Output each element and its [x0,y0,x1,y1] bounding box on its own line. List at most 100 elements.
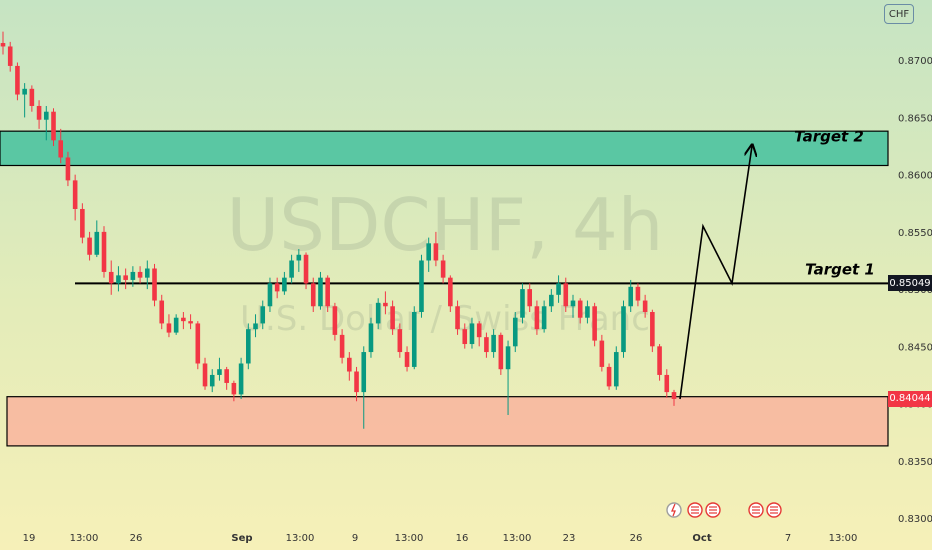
candle-body [159,300,165,324]
candle-body [368,323,374,353]
candle-body [58,140,64,158]
projection-arrow [679,146,752,400]
candle-body [195,323,201,364]
x-tick-label: 16 [456,533,469,544]
candle-body [635,286,641,301]
candle-body [448,277,453,307]
candle-body [383,302,388,307]
candle-body [181,317,186,322]
zone-1 [6,396,889,447]
candle-body [7,46,13,66]
candle-body [22,88,27,95]
candle-body [267,283,273,307]
candle-body [152,268,157,301]
target-2-label: Target 2 [794,128,864,146]
candle-body [426,243,431,261]
candle-body [246,329,251,364]
x-tick-label: 9 [352,533,358,544]
x-tick-label: 26 [630,533,643,544]
x-tick-label: 23 [563,533,576,544]
candle-body [166,323,172,333]
candle-body [570,300,576,307]
candle-body [484,337,489,353]
candle-body [173,317,179,333]
candle-body [145,268,150,278]
candle-body [657,346,662,375]
candle-body [325,277,330,307]
candle-body [642,300,648,312]
candle-body [296,254,302,261]
candle-body [462,329,468,345]
candle-body [628,286,634,307]
candle-body [101,231,107,272]
candle-body [390,306,395,330]
candle-body [94,231,100,255]
candle-body [15,65,20,95]
candle-body [0,43,6,47]
candle-body [231,382,237,395]
candle-body [397,329,403,353]
candle-body [43,111,49,120]
description-watermark: U.S. Dollar / Swiss Franc [240,299,650,339]
candle-body [592,306,597,341]
candle-body [455,306,460,330]
economic-event-icon[interactable] [766,502,782,518]
candle-body [224,369,229,383]
candle-body [310,283,316,307]
candle-body [209,374,215,387]
candle-body [29,88,35,106]
candle-body [527,289,532,307]
candle-body [375,302,381,324]
economic-event-icon[interactable] [748,502,764,518]
x-tick-label: 7 [785,533,791,544]
x-tick-label: 13:00 [503,533,532,544]
candle-body [585,306,590,318]
candle-body [361,352,367,393]
candle-body [260,306,266,324]
candle-body [440,260,446,278]
candle-body [476,323,482,338]
candle-body [72,180,78,209]
x-tick-label: 13:00 [829,533,858,544]
candle-body [613,352,619,387]
candle-body [606,366,612,387]
candle-body [621,306,626,353]
x-tick-label: 26 [130,533,143,544]
candle-body [549,294,554,307]
candle-body [289,260,294,278]
candle-body [347,357,352,372]
x-tick-label: Oct [692,533,711,544]
candle-body [520,289,525,318]
candle-body [36,105,42,120]
target-1-label: Target 1 [805,260,875,278]
candle-body [469,323,475,345]
candle-body [534,306,540,330]
candle-body [577,300,583,318]
economic-event-icon[interactable] [705,502,721,518]
dividend-flash-icon[interactable] [666,502,682,518]
candle-body [419,260,424,312]
candle-body [664,374,670,393]
candle-body [491,334,496,353]
candle-body [354,371,359,393]
candle-body [80,208,85,238]
symbol-watermark: USDCHF, 4h [227,183,664,267]
candle-body [650,311,655,347]
zone-0 [0,130,889,167]
candle-body [411,311,417,367]
candle-body [339,334,345,358]
currency-badge[interactable]: CHF [884,4,914,24]
candle-body [87,237,92,255]
x-tick-label: 13:00 [395,533,424,544]
x-tick-label: 13:00 [286,533,315,544]
candle-body [599,340,605,367]
candle-body [51,111,56,141]
target-1-price-label: 0.85049 [888,275,932,292]
economic-event-icon[interactable] [687,502,703,518]
candle-body [498,334,504,370]
